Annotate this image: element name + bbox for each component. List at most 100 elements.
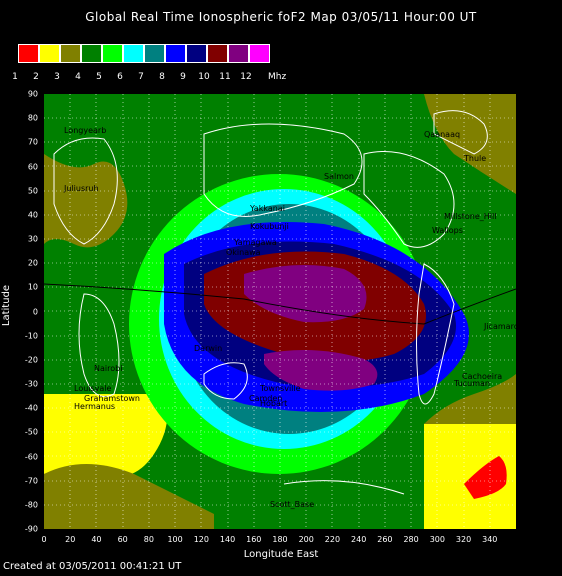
station-label: Darwin	[194, 344, 223, 353]
y-axis-label: Latitude	[1, 284, 13, 327]
legend-swatch-9	[186, 44, 207, 63]
created-timestamp: Created at 03/05/2011 00:41:21 UT	[3, 561, 182, 572]
legend-label-2: 2	[33, 72, 39, 82]
y-tick-label: 80	[27, 113, 38, 123]
y-tick-label: 20	[27, 258, 38, 268]
north-olive	[44, 154, 128, 248]
north-band	[44, 94, 516, 154]
legend-label-3: 3	[54, 72, 60, 82]
y-tick-label: -30	[24, 379, 38, 389]
y-axis: 90 80 70 60 50 40 30 20 10 0 -10 -20 -30 -40 -50 -60 -70…	[0, 90, 40, 534]
legend-swatch-11	[228, 44, 249, 63]
x-tick-label: 260	[377, 535, 393, 544]
ring-11	[244, 265, 367, 323]
y-tick-label: -70	[24, 476, 38, 486]
legend-swatch-6	[123, 44, 144, 63]
x-tick-label: 80	[143, 535, 154, 544]
station-label: Cachoeira	[462, 372, 503, 381]
red-patch	[464, 456, 507, 499]
legend-label-4: 4	[75, 72, 81, 82]
station-label: Yamagawa	[234, 238, 277, 247]
station-label: Hermanus	[74, 402, 116, 411]
ionosphere-map: Longyearb Qaanaaq Thule Jicamarca Millstone_…	[44, 94, 516, 529]
x-tick-label: 180	[272, 535, 288, 544]
y-tick-label: 50	[27, 186, 38, 196]
y-tick-label: 60	[27, 162, 38, 171]
station-label: Tucuman	[454, 379, 490, 388]
y-tick-label: -20	[24, 355, 38, 365]
station-label: Millstone_Hill	[444, 212, 497, 221]
x-tick-label: 60	[117, 535, 128, 544]
y-tick-label: -80	[24, 500, 38, 510]
x-tick-label: 100	[167, 535, 183, 544]
station-label: Longyearb	[64, 126, 107, 135]
y-tick-label: 40	[27, 210, 38, 220]
legend-swatch-3	[60, 44, 81, 63]
legend-label-12: 12	[240, 72, 252, 82]
legend-label-1: 1	[12, 72, 18, 82]
coastlines	[53, 110, 488, 495]
y-tick-label: 10	[27, 282, 38, 292]
station-label: Thule	[464, 154, 487, 163]
legend-label-10: 10	[198, 72, 210, 82]
x-tick-label: 0	[41, 535, 47, 544]
y-tick-label: -60	[24, 452, 38, 461]
station-label: Kokubunji	[250, 222, 289, 231]
x-tick-label: 320	[455, 535, 472, 544]
x-tick-label: 220	[324, 535, 341, 544]
x-tick-label: 120	[193, 535, 209, 544]
y-tick-label: 30	[27, 234, 38, 244]
y-tick-label: -40	[24, 403, 38, 413]
y-tick-label: -10	[24, 331, 38, 341]
x-tick-label: 140	[219, 535, 236, 544]
station-label: Nairobi	[94, 364, 123, 373]
y-tick-label: 0	[32, 307, 38, 316]
y-tick-label: -90	[24, 524, 38, 534]
station-label: Townsville	[260, 384, 301, 393]
station-label: Qaanaaq	[424, 130, 461, 139]
x-axis-label: Longitude East	[243, 549, 319, 560]
grid	[44, 94, 516, 529]
legend-swatch-4	[81, 44, 102, 63]
x-tick-label: 200	[298, 535, 314, 544]
x-tick-label: 20	[65, 535, 76, 544]
station-label: Okinawa	[226, 248, 261, 257]
station-label: Yakkanai	[250, 204, 285, 213]
south-yellow-east	[424, 406, 516, 529]
station-label: Hobart	[260, 399, 288, 408]
station-label: Wallops	[432, 226, 463, 235]
x-tick-label: 280	[403, 535, 419, 544]
station-label: Camden	[249, 394, 283, 403]
station-label: Jicamarca	[484, 322, 516, 331]
y-tick-label: 70	[27, 137, 38, 147]
x-tick-label: 300	[429, 535, 445, 544]
x-tick-label: 40	[91, 535, 102, 544]
station-label: Scott_Base	[270, 500, 315, 509]
y-tick-label: -50	[24, 427, 38, 437]
station-label: Louisvale	[74, 384, 112, 393]
legend-swatch-7	[144, 44, 165, 63]
legend-label-7: 7	[138, 72, 144, 82]
magnetic-equator	[44, 283, 516, 325]
legend-label-8: 8	[159, 72, 165, 82]
map-title: Global Real Time Ionospheric foF2 Map 03…	[85, 10, 477, 24]
x-tick-label: 240	[351, 535, 367, 544]
station-label: Salmon	[324, 172, 354, 181]
legend-label-11: 11	[219, 72, 231, 82]
legend-swatch-8	[165, 44, 186, 63]
legend-label-5: 5	[96, 72, 102, 82]
legend-swatch-12	[249, 44, 270, 63]
y-tick-label: 90	[27, 89, 38, 99]
station-label: Juliusruh	[64, 184, 99, 193]
legend-unit: Mhz	[268, 72, 287, 82]
station-label: Grahamstown	[84, 394, 140, 403]
x-tick-label: 340	[482, 535, 498, 544]
map-canvas	[44, 94, 516, 529]
legend-swatch-2	[39, 44, 60, 63]
x-tick-label: 160	[246, 535, 262, 544]
legend-swatch-10	[207, 44, 228, 63]
legend-swatch-5	[102, 44, 123, 63]
legend-swatch-1	[18, 44, 39, 63]
legend-label-6: 6	[117, 72, 123, 82]
legend-label-9: 9	[180, 72, 186, 82]
